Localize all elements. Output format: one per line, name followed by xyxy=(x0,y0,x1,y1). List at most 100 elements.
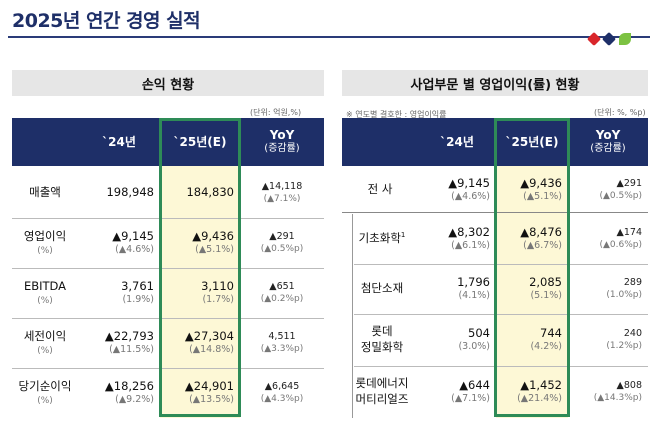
value-2024: 3,761 xyxy=(121,278,154,293)
table-cell-2025e: ▲27,304 (▲14.8%) xyxy=(160,320,234,366)
row-label-sub: (%) xyxy=(37,245,53,256)
table-cell-2025e: 184,830 xyxy=(160,170,234,216)
row-divider xyxy=(354,366,648,367)
value-2025e: ▲8,476 xyxy=(520,224,562,239)
table-cell-2025e: 3,110 (1.7%) xyxy=(160,270,234,316)
table-cell-2024: ▲22,793 (▲11.5%) xyxy=(78,320,154,366)
rate-2025e: (▲6.7%) xyxy=(523,240,562,252)
value-2024: ▲18,256 xyxy=(104,378,154,393)
rate-2024: (▲6.1%) xyxy=(451,240,490,252)
row-label-line2: 머티리얼즈 xyxy=(355,392,409,406)
rate-2024: (▲7.1%) xyxy=(451,393,490,405)
row-divider xyxy=(12,368,324,369)
rate-2024: (▲9.2%) xyxy=(115,394,154,406)
table-row-label: 영업이익 (%) xyxy=(12,220,78,266)
value-2024: ▲9,145 xyxy=(112,228,154,243)
value-2025e: ▲9,436 xyxy=(192,228,234,243)
value-2025e: 3,110 xyxy=(201,278,234,293)
table-cell-yoy: ▲808 (▲14.3%p) xyxy=(568,370,642,414)
yoy-rate: (▲4.3%p) xyxy=(260,394,304,405)
rate-2025e: (▲5.1%) xyxy=(523,191,562,203)
table-cell-2024: ▲18,256 (▲9.2%) xyxy=(78,370,154,416)
logo-green-leaf-icon xyxy=(619,33,631,45)
row-label: 롯데에너지 xyxy=(355,376,409,391)
rate-2025e: (4.2%) xyxy=(530,341,562,353)
row-divider xyxy=(12,268,324,269)
table-cell-2024: ▲9,145 (▲4.6%) xyxy=(418,170,490,210)
footnote-mark: 1 xyxy=(400,231,406,240)
table-cell-yoy: ▲14,118 (▲7.1%) xyxy=(240,170,324,216)
segment-group-bracket xyxy=(352,214,353,418)
table-cell-2025e: ▲1,452 (▲21.4%) xyxy=(496,370,562,414)
yoy-rate: (1.0%p) xyxy=(606,290,642,301)
value-2024: ▲9,145 xyxy=(448,175,490,190)
row-label-line2: 정밀화학 xyxy=(360,340,404,354)
table-row-label: 롯데에너지 머티리얼즈 xyxy=(346,370,418,414)
table-cell-2024: 3,761 (1.9%) xyxy=(78,270,154,316)
value-2025e: ▲9,436 xyxy=(520,175,562,190)
yoy-value: ▲14,118 xyxy=(261,180,303,192)
rate-2024: (1.9%) xyxy=(122,294,154,306)
header-2024: `24년 xyxy=(78,118,160,166)
table-cell-2024: 198,948 xyxy=(78,170,154,216)
yoy-rate: (▲14.3%p) xyxy=(593,393,642,404)
table-row-label: 매출액 xyxy=(12,170,78,216)
row-label: 매출액 xyxy=(29,185,61,200)
table-cell-2025e: ▲24,901 (▲13.5%) xyxy=(160,370,234,416)
header-yoy-sub: (증감률) xyxy=(590,143,626,155)
row-label-sub: (%) xyxy=(37,295,53,306)
title-divider xyxy=(8,36,650,38)
table-cell-2025e: 744 (4.2%) xyxy=(496,318,562,362)
table-cell-yoy: ▲6,645 (▲4.3%p) xyxy=(240,370,324,416)
table-cell-2024: ▲9,145 (▲4.6%) xyxy=(78,220,154,266)
table-cell-2025e: ▲9,436 (▲5.1%) xyxy=(160,220,234,266)
header-yoy: YoY (증감률) xyxy=(240,118,324,166)
table-cell-2025e: 2,085 (5.1%) xyxy=(496,268,562,310)
table-cell-2024: ▲8,302 (▲6.1%) xyxy=(418,218,490,260)
yoy-rate: (▲0.2%p) xyxy=(260,294,304,305)
value-2024: 198,948 xyxy=(106,185,154,200)
yoy-value: ▲6,645 xyxy=(264,380,300,392)
header-2025e: `25년(E) xyxy=(160,118,240,166)
row-label-sub: (%) xyxy=(37,345,53,356)
row-label: 롯데 xyxy=(371,324,393,339)
rate-2025e: (5.1%) xyxy=(530,290,562,302)
row-label: 기초화학1 xyxy=(359,231,406,247)
row-divider xyxy=(12,318,324,319)
value-2025e: ▲24,901 xyxy=(184,378,234,393)
yoy-value: 4,511 xyxy=(268,330,296,342)
yoy-value: 289 xyxy=(623,276,642,288)
yoy-value: ▲291 xyxy=(616,177,642,189)
yoy-rate: (▲7.1%) xyxy=(263,194,301,205)
company-logo xyxy=(586,31,633,47)
value-2024: 1,796 xyxy=(457,274,490,289)
table-cell-2025e: ▲8,476 (▲6.7%) xyxy=(496,218,562,260)
value-2025e: ▲27,304 xyxy=(184,328,234,343)
table-cell-2024: 504 (3.0%) xyxy=(418,318,490,362)
value-2025e: 184,830 xyxy=(186,185,234,200)
value-2024: ▲22,793 xyxy=(104,328,154,343)
header-yoy-sub: (증감률) xyxy=(264,143,300,155)
row-label-text: 기초화학 xyxy=(358,231,401,246)
table-row-label: 첨단소재 xyxy=(346,268,418,310)
row-label: 세전이익 xyxy=(23,329,67,344)
yoy-rate: (▲0.6%p) xyxy=(599,240,642,251)
row-label: EBITDA xyxy=(23,279,67,294)
yoy-rate: (1.2%p) xyxy=(606,341,642,352)
logo-red-diamond-icon xyxy=(586,31,602,47)
value-2024: 504 xyxy=(468,325,490,340)
value-2024: ▲644 xyxy=(459,377,490,392)
row-label: 영업이익 xyxy=(23,229,67,244)
row-divider xyxy=(354,314,648,315)
rate-2024: (▲4.6%) xyxy=(115,244,154,256)
rate-2024: (▲4.6%) xyxy=(451,191,490,203)
income-table: `24년 `25년(E) YoY (증감률) 매출액 198,948 184,8… xyxy=(12,118,324,418)
value-2025e: 2,085 xyxy=(529,274,562,289)
header-yoy: YoY (증감률) xyxy=(568,118,648,166)
yoy-value: ▲651 xyxy=(269,280,295,292)
yoy-value: ▲291 xyxy=(269,230,295,242)
rate-2025e: (▲5.1%) xyxy=(195,244,234,256)
table-cell-yoy: ▲174 (▲0.6%p) xyxy=(568,218,642,260)
page-title: 2025년 연간 경영 실적 xyxy=(12,10,201,32)
header-2024: `24년 xyxy=(418,118,496,166)
